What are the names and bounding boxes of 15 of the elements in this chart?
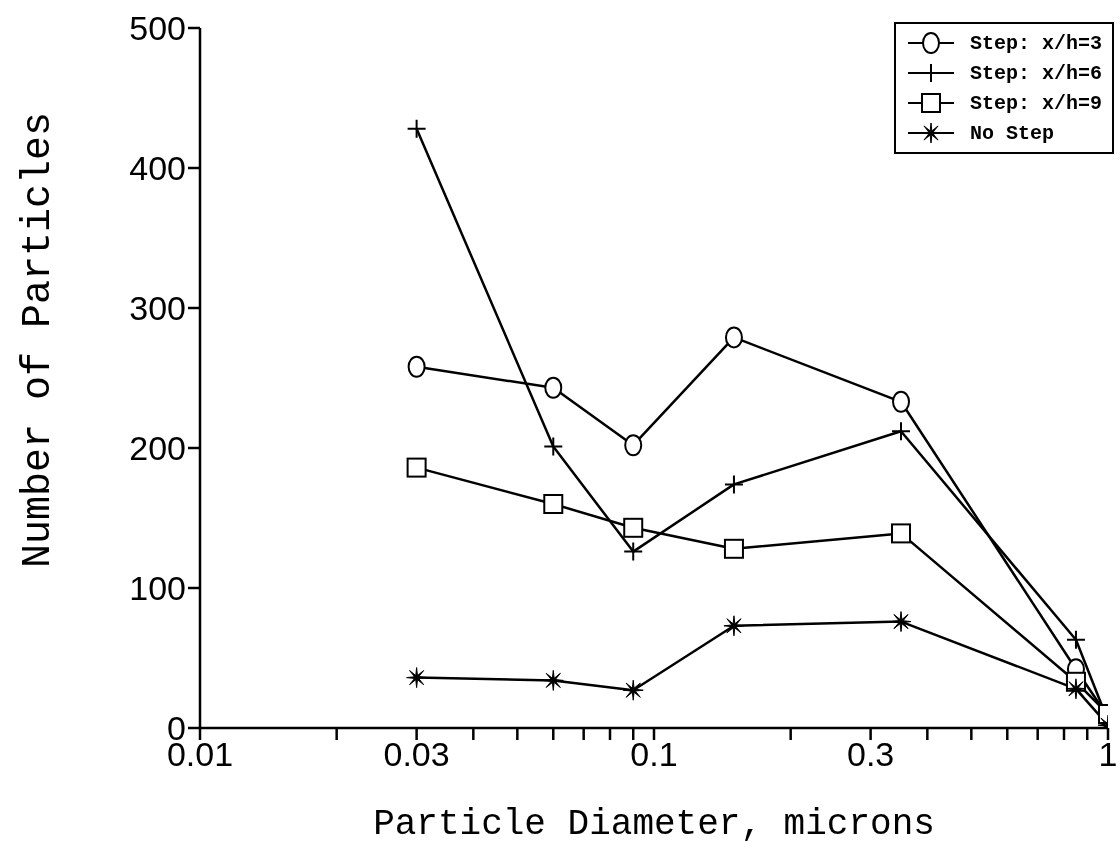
y-axis-title: Number of Particles xyxy=(16,111,62,568)
x-tick-label: 1 xyxy=(1098,735,1118,774)
legend-label: Step: x/h=3 xyxy=(969,31,1102,55)
x-tick-label: 0.1 xyxy=(630,735,678,774)
x-tick-label: 0.3 xyxy=(846,735,895,774)
y-tick-label: 500 xyxy=(129,9,186,48)
legend-label: No Step xyxy=(969,121,1054,145)
y-tick-label: 300 xyxy=(129,289,186,328)
legend-label: Step: x/h=6 xyxy=(969,61,1102,85)
y-tick-label: 200 xyxy=(129,429,186,468)
y-tick-label: 400 xyxy=(129,149,186,188)
y-tick-label: 100 xyxy=(129,569,186,608)
x-tick-label: 0.03 xyxy=(383,735,450,774)
x-axis-title: Particle Diameter, microns xyxy=(373,804,935,845)
legend-label: Step: x/h=9 xyxy=(969,91,1102,115)
